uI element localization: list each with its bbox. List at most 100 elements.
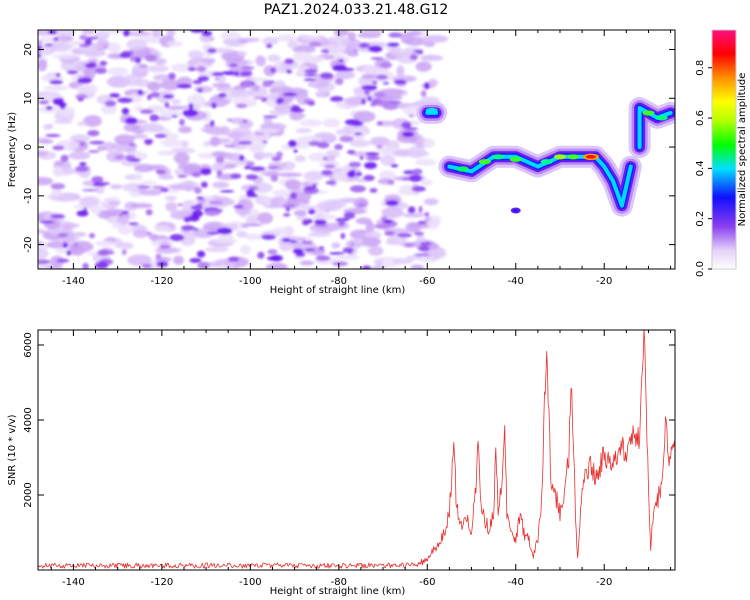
noise-blob xyxy=(332,170,350,182)
noise-blob xyxy=(287,39,298,49)
noise-core xyxy=(276,151,283,158)
noise-blob xyxy=(220,31,241,41)
spectrogram-x-tick-label: -120 xyxy=(151,276,174,287)
noise-core xyxy=(159,245,171,249)
noise-core xyxy=(171,114,178,118)
noise-core xyxy=(188,103,194,111)
snr-frame xyxy=(37,329,676,571)
noise-blob xyxy=(165,105,188,110)
noise-blob xyxy=(229,131,246,136)
noise-core xyxy=(73,242,79,247)
noise-blob xyxy=(396,133,419,144)
noise-blob xyxy=(38,228,46,234)
noise-core xyxy=(350,243,355,246)
noise-core xyxy=(393,79,407,85)
noise-blob xyxy=(273,62,283,68)
noise-core xyxy=(196,196,204,200)
noise-core xyxy=(189,258,202,263)
noise-core xyxy=(386,42,400,47)
noise-blob xyxy=(140,35,164,44)
noise-core xyxy=(124,154,136,161)
noise-core xyxy=(182,109,199,117)
noise-core xyxy=(409,54,418,61)
signal-hotspot xyxy=(492,154,505,160)
noise-blob xyxy=(422,138,435,148)
noise-blob xyxy=(335,128,352,136)
noise-core xyxy=(101,182,111,186)
noise-core xyxy=(240,70,253,77)
spectrogram-noise xyxy=(38,30,449,269)
noise-core xyxy=(135,57,141,64)
signal-hotspot xyxy=(655,115,668,121)
noise-core xyxy=(82,262,89,269)
noise-core xyxy=(149,114,160,122)
noise-blob xyxy=(224,153,245,161)
noise-core xyxy=(181,225,195,231)
noise-core xyxy=(315,220,326,224)
noise-core xyxy=(364,161,377,170)
noise-core xyxy=(211,102,217,109)
noise-core xyxy=(362,265,372,269)
noise-blob xyxy=(251,84,260,92)
noise-blob xyxy=(405,222,422,233)
noise-blob xyxy=(331,242,341,249)
noise-core xyxy=(66,69,79,75)
noise-core xyxy=(324,164,336,169)
signal-hotspot xyxy=(553,154,566,160)
noise-core xyxy=(139,64,148,68)
noise-blob xyxy=(346,42,359,50)
noise-core xyxy=(77,77,92,84)
noise-core xyxy=(56,258,70,263)
noise-core xyxy=(52,145,65,151)
noise-blob xyxy=(300,35,322,40)
noise-blob xyxy=(178,126,192,134)
noise-core xyxy=(312,183,317,188)
noise-core xyxy=(197,75,210,82)
snr-ticks: -140 -120 -100 -80 -60 -40 -20 2000 4000 6000 xyxy=(23,330,675,588)
noise-core xyxy=(204,209,221,216)
noise-blob xyxy=(83,67,96,80)
noise-core xyxy=(38,53,42,58)
noise-blob xyxy=(111,222,125,229)
noise-blob xyxy=(380,155,396,166)
noise-core xyxy=(226,118,232,122)
noise-core xyxy=(379,62,393,69)
noise-blob xyxy=(349,140,371,147)
colorbar-tick-label: 0.0 xyxy=(695,261,706,277)
noise-blob xyxy=(224,163,237,169)
noise-blob xyxy=(103,141,116,152)
noise-core xyxy=(195,203,203,211)
noise-core xyxy=(346,170,356,178)
noise-core xyxy=(358,42,370,49)
noise-core xyxy=(247,223,263,227)
noise-core xyxy=(304,73,317,77)
signal-hotspot xyxy=(478,159,491,165)
noise-blob xyxy=(427,248,444,257)
colorbar-tick-label: 0.8 xyxy=(695,60,706,76)
noise-core xyxy=(44,43,54,47)
noise-core xyxy=(75,165,89,173)
noise-blob xyxy=(211,151,227,157)
noise-core xyxy=(144,54,157,62)
colorbar-tick-label: 0.6 xyxy=(695,110,706,126)
noise-core xyxy=(349,185,366,193)
noise-core xyxy=(281,238,291,243)
noise-blob xyxy=(293,209,308,217)
noise-core xyxy=(363,174,375,182)
noise-core xyxy=(218,92,227,98)
noise-core xyxy=(334,143,343,150)
snr-x-tick-label: -20 xyxy=(596,577,612,588)
noise-core xyxy=(261,234,276,240)
noise-core xyxy=(388,32,403,38)
noise-core xyxy=(249,166,266,172)
spectrogram-y-tick-label: -10 xyxy=(23,188,34,204)
noise-blob xyxy=(347,51,359,57)
noise-blob xyxy=(146,81,161,92)
noise-core xyxy=(350,120,364,127)
noise-core xyxy=(304,69,318,74)
noise-core xyxy=(417,220,427,225)
noise-blob xyxy=(211,82,232,88)
spectrogram-x-tick-label: -140 xyxy=(62,276,85,287)
noise-core xyxy=(155,169,167,175)
